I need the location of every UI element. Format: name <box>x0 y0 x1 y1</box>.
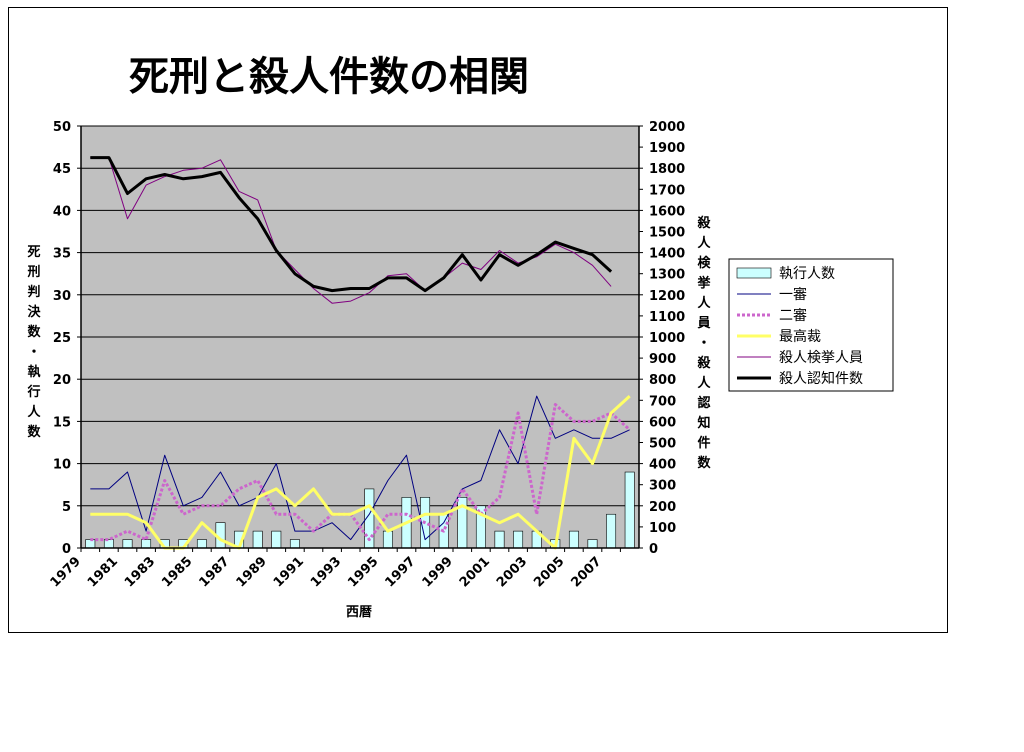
x-tick-label: 2005 <box>531 554 567 590</box>
right-tick-label: 1500 <box>649 226 685 241</box>
axis-labels: 西暦 死刑判決数・執行人数 殺人検挙人員・殺人認知件数 <box>26 215 711 620</box>
right-tick-label: 0 <box>649 542 658 557</box>
x-tick-label: 1997 <box>382 554 418 590</box>
right-tick-label: 200 <box>649 500 676 515</box>
right-tick-label: 100 <box>649 521 676 536</box>
left-tick-label: 20 <box>53 373 71 388</box>
right-tick-label: 1900 <box>649 141 685 156</box>
left-tick-label: 10 <box>53 458 71 473</box>
right-tick-label: 1100 <box>649 310 685 325</box>
x-tick-label: 1989 <box>234 554 270 590</box>
right-tick-label: 400 <box>649 458 676 473</box>
x-tick-label: 1987 <box>196 554 232 590</box>
x-tick-label: 1995 <box>345 554 381 590</box>
bar-execution-count <box>606 513 617 549</box>
left-axis-title: 死刑判決数・執行人数 <box>26 245 41 440</box>
right-tick-label: 1200 <box>649 289 685 304</box>
right-tick-label: 500 <box>649 437 676 452</box>
x-tick-label: 2003 <box>494 554 530 590</box>
series-line-1 <box>90 403 631 542</box>
chart-canvas: 死刑と殺人件数の相関 05101520253035404550010020030… <box>26 54 894 620</box>
legend-label: 最高裁 <box>779 328 821 345</box>
right-tick-label: 1700 <box>649 183 685 198</box>
legend-label: 二審 <box>779 308 807 324</box>
legend-label: 殺人認知件数 <box>779 370 863 387</box>
bar-execution-count <box>271 530 282 549</box>
legend-label: 一審 <box>779 287 807 303</box>
right-tick-label: 2000 <box>649 120 685 135</box>
legend-label: 執行人数 <box>779 266 835 282</box>
left-tick-label: 15 <box>53 415 71 430</box>
bar-execution-count <box>494 530 505 549</box>
left-tick-label: 50 <box>53 120 71 135</box>
x-tick-label: 1979 <box>48 554 84 590</box>
right-tick-label: 1600 <box>649 204 685 219</box>
x-tick-label: 1983 <box>122 554 158 590</box>
left-tick-label: 35 <box>53 247 71 262</box>
x-tick-label: 1999 <box>420 554 456 590</box>
left-tick-label: 25 <box>53 331 71 346</box>
series-line-4 <box>90 156 613 293</box>
chart-frame: 死刑と殺人件数の相関 0 5 10 15 20 25 30 35 40 45 50 0 100 200 30… <box>8 7 948 633</box>
gridlines <box>81 125 639 507</box>
left-tick-label: 45 <box>53 162 71 177</box>
x-tick-label: 1981 <box>85 554 121 590</box>
right-tick-label: 800 <box>649 373 676 388</box>
right-tick-label: 600 <box>649 415 676 430</box>
right-tick-label: 900 <box>649 352 676 367</box>
legend-label: 殺人検挙人員 <box>779 350 863 366</box>
right-tick-label: 700 <box>649 394 676 409</box>
x-tick-label: 1985 <box>159 554 195 590</box>
bar-execution-count <box>513 530 524 549</box>
right-axis-title: 殺人検挙人員・殺人認知件数 <box>696 215 711 471</box>
chart-title: 死刑と殺人件数の相関 <box>129 54 529 100</box>
x-tick-label: 1993 <box>308 554 344 590</box>
x-tick-label: 2001 <box>457 554 493 590</box>
left-tick-label: 30 <box>53 289 71 304</box>
bar-execution-count <box>122 539 133 549</box>
left-tick-label: 0 <box>62 542 71 557</box>
right-tick-label: 1400 <box>649 247 685 262</box>
bar-execution-count <box>568 530 579 549</box>
bar-execution-count <box>252 530 263 549</box>
right-tick-label: 300 <box>649 479 676 494</box>
right-tick-label: 1000 <box>649 331 685 346</box>
left-tick-label: 5 <box>62 500 71 515</box>
bar-execution-count <box>196 539 207 549</box>
right-tick-label: 1800 <box>649 162 685 177</box>
bar-execution-count <box>587 539 598 549</box>
bar-execution-count <box>289 539 300 549</box>
bar-execution-count <box>382 530 393 549</box>
bar-execution-count <box>141 539 152 549</box>
right-tick-label: 1300 <box>649 268 685 283</box>
legend-box <box>728 258 894 392</box>
x-axis-title: 西暦 <box>346 605 372 620</box>
bar-execution-count <box>624 471 635 549</box>
left-tick-label: 40 <box>53 204 71 219</box>
x-tick-label: 2007 <box>568 554 604 590</box>
legend-swatch <box>736 267 772 279</box>
x-tick-label: 1991 <box>271 554 307 590</box>
